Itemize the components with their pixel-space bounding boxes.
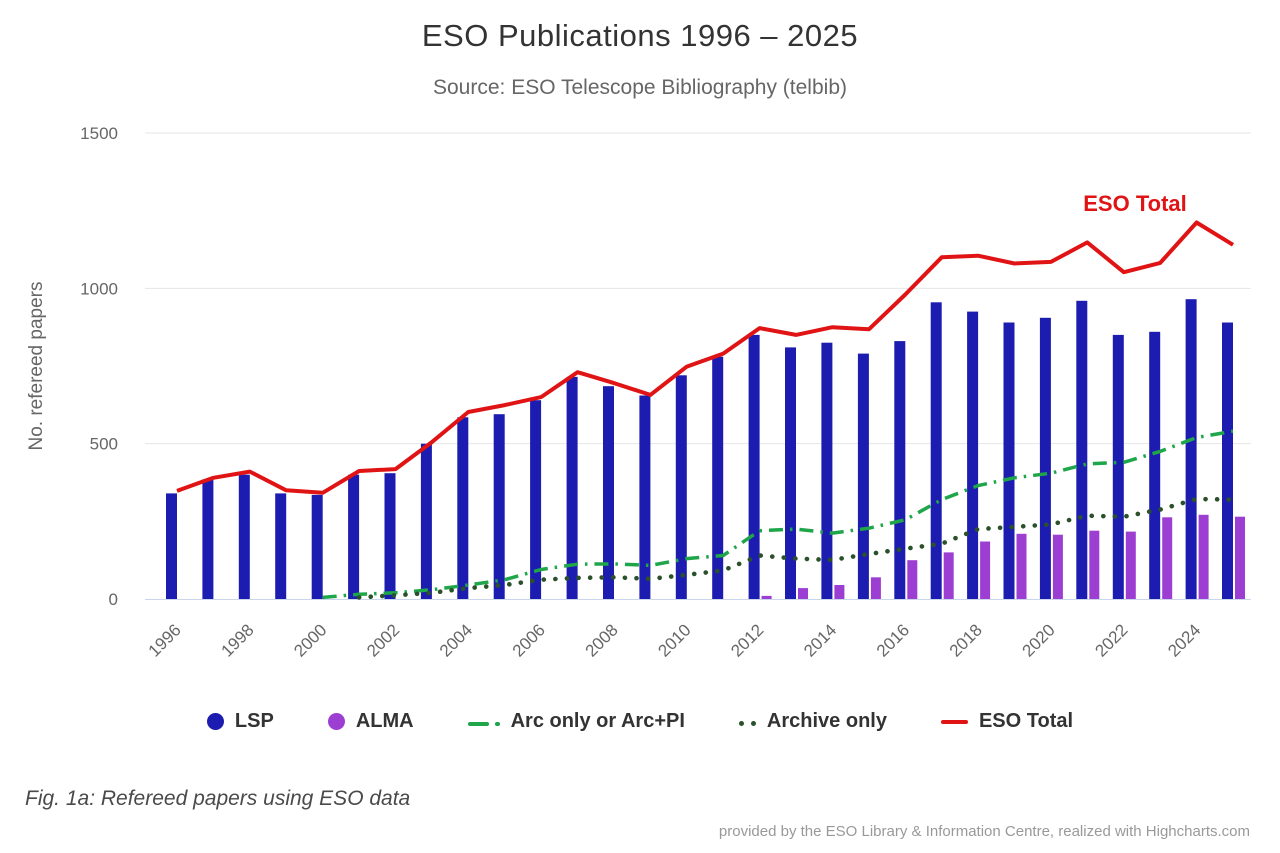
- lsp-bar: [712, 357, 723, 599]
- x-tick-label: 1996: [145, 620, 185, 660]
- lsp-bar: [894, 341, 905, 599]
- arc-only-or-arc-pi-legend-marker-icon: [468, 713, 500, 731]
- lsp-bar: [676, 375, 687, 599]
- x-tick-label: 2020: [1019, 620, 1059, 660]
- legend-item-arc-only-or-arc-pi[interactable]: Arc only or Arc+PI: [468, 710, 685, 733]
- alma-bar: [798, 588, 808, 599]
- lsp-bar: [421, 444, 432, 599]
- lsp-bar: [785, 347, 796, 599]
- legend-label-eso-total: ESO Total: [979, 710, 1073, 733]
- lsp-bar: [1004, 323, 1015, 600]
- lsp-bar: [1186, 299, 1197, 599]
- lsp-bar: [1113, 335, 1124, 599]
- lsp-bar: [457, 417, 468, 599]
- x-tick-label: 2006: [509, 620, 549, 660]
- x-tick-label: 2022: [1091, 620, 1131, 660]
- eso-total-series: [177, 223, 1233, 493]
- lsp-bar: [603, 386, 614, 599]
- x-tick-label: 2016: [873, 620, 913, 660]
- lsp-bar: [348, 475, 359, 599]
- y-tick-label: 500: [90, 435, 118, 454]
- eso-total-line: [177, 223, 1233, 493]
- chart-legend: LSP ALMA Arc only or Arc+PI Archive only ESO…: [0, 710, 1280, 733]
- alma-bar: [1199, 515, 1209, 599]
- lsp-bar: [239, 475, 250, 599]
- x-tick-label: 2008: [582, 620, 622, 660]
- x-tick-label: 2014: [800, 620, 840, 660]
- alma-bar: [871, 577, 881, 599]
- x-tick-label: 1998: [217, 620, 257, 660]
- lsp-legend-marker-icon: [207, 713, 224, 730]
- x-tick-label: 2010: [654, 620, 694, 660]
- x-tick-label: 2002: [363, 620, 403, 660]
- lsp-bar: [967, 312, 978, 599]
- lsp-bar: [275, 493, 286, 599]
- alma-series: [762, 515, 1245, 599]
- y-axis-title: No. refereed papers: [26, 282, 47, 451]
- lsp-bar: [858, 354, 869, 599]
- y-tick-label: 0: [109, 590, 118, 609]
- lsp-bar: [639, 396, 650, 600]
- archive-only-line: [359, 499, 1233, 597]
- alma-bar: [1017, 534, 1027, 599]
- lsp-bar: [202, 479, 213, 599]
- lsp-bar: [1076, 301, 1087, 599]
- y-tick-label: 1000: [80, 279, 118, 298]
- x-axis-labels: 1996 1998 2000 2002 2004 2006 2008 2010 2012 2014…: [145, 620, 1205, 660]
- y-axis-labels: 0 500 1000 1500: [80, 124, 118, 609]
- lsp-bar: [312, 495, 323, 599]
- alma-bar: [980, 542, 990, 600]
- alma-bar: [1126, 532, 1136, 599]
- alma-bar: [834, 585, 844, 599]
- eso-total-legend-marker-icon: [941, 720, 968, 724]
- lsp-bar: [166, 493, 177, 599]
- alma-bar: [1235, 517, 1245, 599]
- alma-bar: [907, 560, 917, 599]
- x-tick-label: 2004: [436, 620, 476, 660]
- x-tick-label: 2012: [727, 620, 767, 660]
- alma-bar: [1089, 531, 1099, 599]
- alma-bar: [944, 552, 954, 599]
- legend-label-arc-only-or-arc-pi: Arc only or Arc+PI: [511, 710, 685, 733]
- figure-caption: Fig. 1a: Refereed papers using ESO data: [25, 787, 410, 811]
- legend-item-eso-total[interactable]: ESO Total: [941, 710, 1073, 733]
- legend-item-alma[interactable]: ALMA: [328, 710, 414, 733]
- x-tick-label: 2000: [290, 620, 330, 660]
- lsp-bar: [1040, 318, 1051, 599]
- alma-bar: [1053, 535, 1063, 599]
- lsp-bar: [1149, 332, 1160, 599]
- archive-only-series: [359, 499, 1233, 597]
- eso-total-annotation: ESO Total: [1010, 191, 1260, 217]
- legend-label-lsp: LSP: [235, 710, 274, 733]
- legend-label-archive-only: Archive only: [767, 710, 887, 733]
- archive-only-legend-marker-icon: [739, 713, 756, 731]
- y-tick-label: 1500: [80, 124, 118, 143]
- chart-plot-area: 0 500 1000 1500 No. refereed papers 1996 1998 2…: [0, 0, 1280, 700]
- alma-bar: [1162, 517, 1172, 599]
- x-tick-label: 2018: [946, 620, 986, 660]
- x-tick-label: 2024: [1164, 620, 1204, 660]
- highcharts-credit-link[interactable]: provided by the ESO Library & Informatio…: [719, 823, 1250, 840]
- legend-item-lsp[interactable]: LSP: [207, 710, 274, 733]
- lsp-bar: [931, 302, 942, 599]
- lsp-series: [166, 299, 1233, 599]
- legend-item-archive-only[interactable]: Archive only: [739, 710, 887, 733]
- lsp-bar: [494, 414, 505, 599]
- alma-bar: [762, 596, 772, 599]
- legend-label-alma: ALMA: [356, 710, 414, 733]
- lsp-bar: [1222, 323, 1233, 600]
- lsp-bar: [385, 473, 396, 599]
- alma-legend-marker-icon: [328, 713, 345, 730]
